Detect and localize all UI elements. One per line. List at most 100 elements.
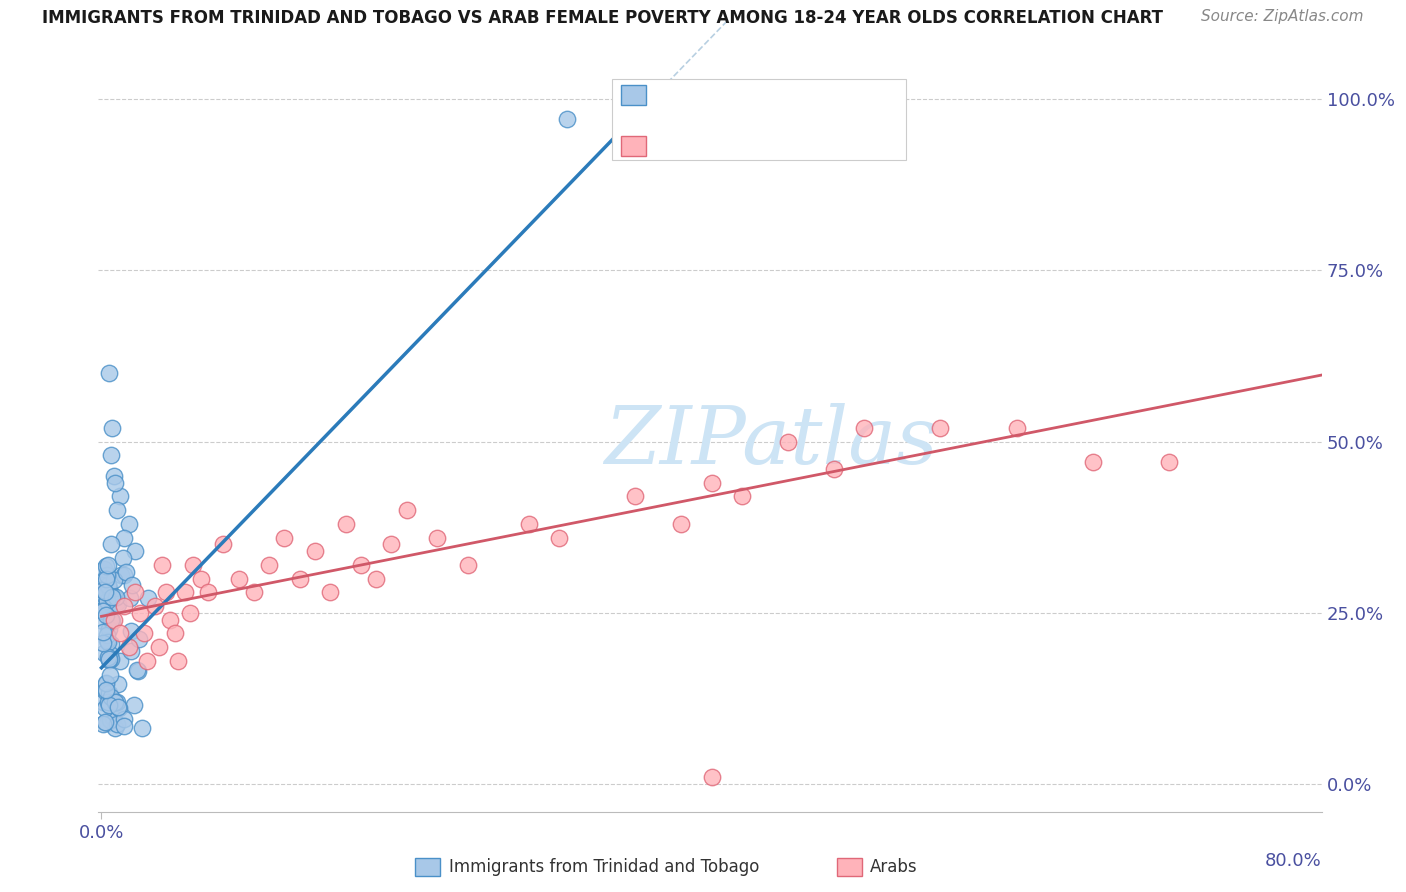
- Text: ZIPatlas: ZIPatlas: [605, 403, 938, 480]
- Point: [700, 475, 723, 490]
- Point: [93, 591, 115, 606]
- Point: [517, 516, 540, 531]
- Point: [128, 606, 150, 620]
- Point: [91, 594, 114, 608]
- Point: [97, 685, 120, 699]
- Point: [1159, 455, 1181, 469]
- Point: [155, 585, 177, 599]
- Point: [212, 537, 235, 551]
- Point: [105, 595, 128, 609]
- Point: [96, 586, 118, 600]
- Point: [143, 599, 166, 613]
- Point: [112, 599, 135, 613]
- Text: Source: ZipAtlas.com: Source: ZipAtlas.com: [1201, 9, 1364, 24]
- Text: 80.0%: 80.0%: [1265, 853, 1322, 871]
- Point: [97, 649, 120, 664]
- Point: [96, 633, 118, 648]
- Point: [700, 771, 723, 785]
- Point: [108, 654, 131, 668]
- Point: [100, 636, 122, 650]
- Point: [174, 585, 197, 599]
- Point: [380, 537, 402, 551]
- Point: [624, 489, 647, 503]
- Point: [100, 587, 122, 601]
- Text: Arabs: Arabs: [870, 858, 918, 876]
- Point: [91, 583, 114, 598]
- Point: [107, 598, 129, 612]
- Point: [555, 112, 578, 127]
- Point: [103, 573, 125, 587]
- Point: [96, 628, 118, 642]
- Point: [118, 640, 141, 655]
- Point: [100, 448, 122, 462]
- Point: [103, 613, 125, 627]
- Point: [91, 614, 114, 628]
- Point: [101, 590, 124, 604]
- Point: [94, 682, 117, 697]
- Point: [96, 593, 118, 607]
- Point: [136, 654, 159, 668]
- Point: [104, 591, 127, 605]
- Point: [105, 717, 128, 731]
- Point: [98, 623, 121, 637]
- Point: [98, 611, 121, 625]
- Point: [91, 695, 114, 709]
- Point: [105, 590, 128, 604]
- Point: [136, 591, 159, 606]
- Point: [364, 572, 387, 586]
- Point: [97, 558, 120, 572]
- Point: [96, 567, 118, 582]
- Point: [120, 624, 142, 638]
- Point: [98, 366, 121, 380]
- Point: [304, 544, 326, 558]
- Point: [97, 635, 120, 649]
- Point: [98, 698, 121, 712]
- Point: [96, 715, 118, 730]
- Point: [98, 647, 121, 661]
- Point: [257, 558, 280, 572]
- Point: [100, 537, 122, 551]
- Point: [105, 503, 128, 517]
- Point: [335, 516, 357, 531]
- Point: [91, 602, 114, 616]
- Point: [91, 636, 114, 650]
- Point: [823, 462, 845, 476]
- Point: [350, 558, 373, 572]
- Point: [104, 695, 127, 709]
- Point: [108, 626, 131, 640]
- Point: [548, 531, 571, 545]
- Point: [125, 663, 148, 677]
- Point: [108, 701, 131, 715]
- Point: [98, 652, 121, 666]
- Point: [94, 676, 117, 690]
- Point: [1081, 455, 1104, 469]
- Text: Immigrants from Trinidad and Tobago: Immigrants from Trinidad and Tobago: [449, 858, 759, 876]
- Point: [114, 712, 136, 726]
- Point: [94, 677, 117, 691]
- Point: [101, 711, 124, 725]
- Point: [105, 695, 128, 709]
- Point: [91, 578, 114, 592]
- Point: [94, 576, 117, 591]
- Point: [94, 607, 117, 622]
- Point: [98, 668, 121, 682]
- Point: [228, 572, 250, 586]
- Point: [152, 558, 174, 572]
- Point: [118, 516, 141, 531]
- Point: [112, 567, 135, 582]
- Point: [100, 652, 122, 666]
- Point: [98, 582, 121, 596]
- Point: [731, 489, 754, 503]
- Point: [97, 578, 120, 592]
- Point: [166, 654, 188, 668]
- Point: [111, 551, 134, 566]
- Point: [122, 698, 145, 713]
- Text: N = 49: N = 49: [761, 137, 828, 155]
- Point: [190, 572, 212, 586]
- Point: [110, 568, 132, 582]
- Point: [853, 421, 876, 435]
- Point: [91, 604, 114, 618]
- Point: [128, 632, 150, 646]
- Point: [181, 558, 204, 572]
- Point: [131, 721, 153, 735]
